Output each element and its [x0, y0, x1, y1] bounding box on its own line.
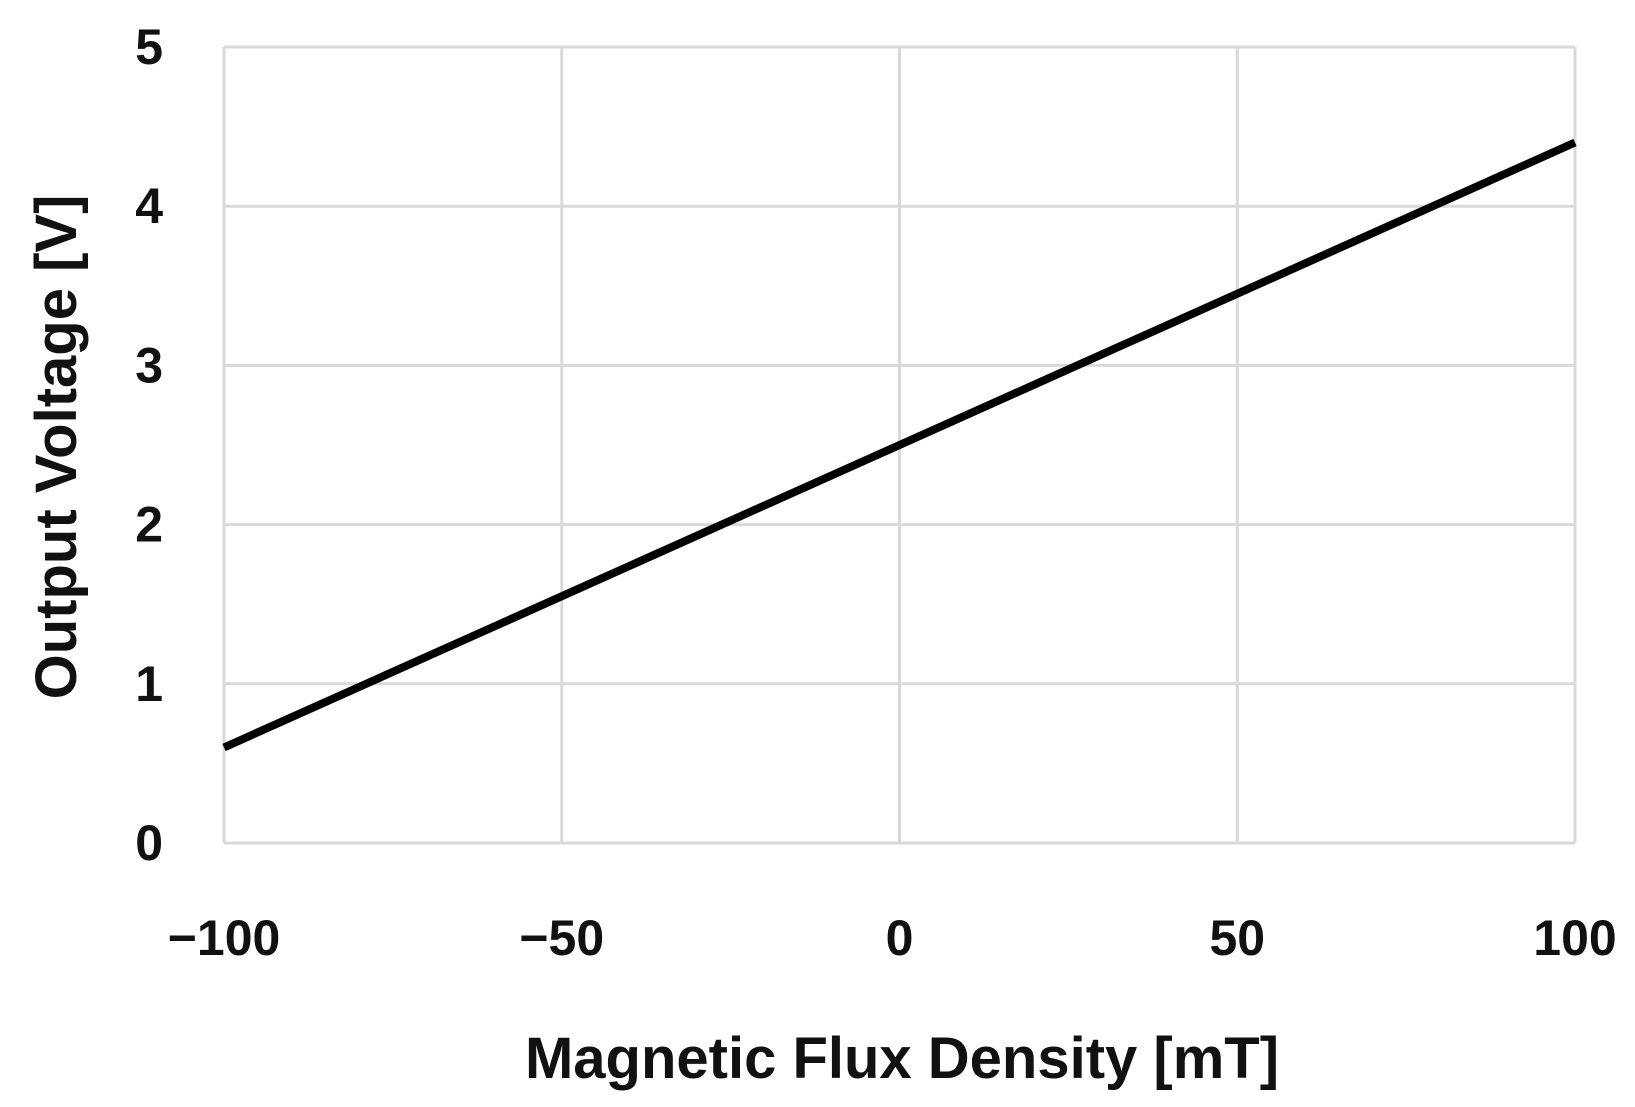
y-tick-label: 4: [135, 178, 163, 234]
x-axis-title: Magnetic Flux Density [mT]: [525, 1026, 1279, 1091]
series-line: [222, 138, 1577, 752]
x-axis-tick-labels: −100 −50 0 50 100: [168, 910, 1617, 966]
x-tick-label: 50: [1209, 910, 1265, 966]
x-tick-label: −100: [168, 910, 281, 966]
x-tick-label: 100: [1533, 910, 1616, 966]
y-tick-label: 5: [135, 19, 163, 75]
x-tick-label: −50: [519, 910, 604, 966]
grid: [222, 45, 1577, 845]
y-tick-label: 0: [135, 815, 163, 871]
y-axis-title: Output Voltage [V]: [24, 195, 89, 700]
series-layer: [222, 138, 1577, 752]
y-tick-label: 3: [135, 337, 163, 393]
y-tick-label: 2: [135, 497, 163, 553]
x-tick-label: 0: [886, 910, 914, 966]
y-tick-label: 1: [135, 656, 163, 712]
y-axis-tick-labels: 0 1 2 3 4 5: [135, 19, 163, 871]
